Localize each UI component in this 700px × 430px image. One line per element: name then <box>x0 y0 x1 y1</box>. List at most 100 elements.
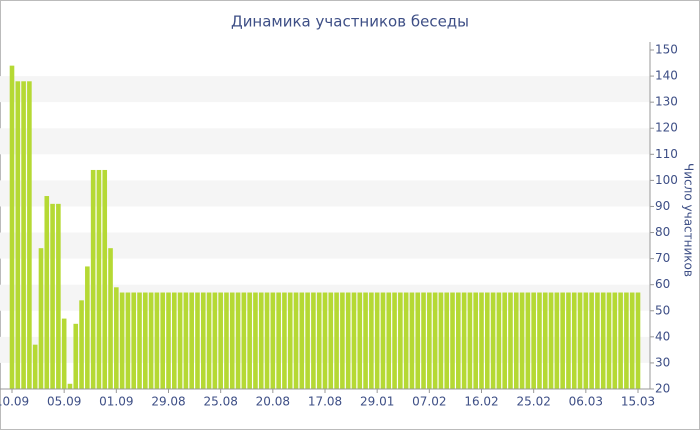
bar <box>32 344 38 389</box>
bar <box>415 292 421 389</box>
bar <box>612 292 618 389</box>
y-tick-label: 30 <box>655 355 670 369</box>
bar <box>119 292 125 389</box>
x-tick-label: 25.08 <box>203 395 237 409</box>
bar <box>85 266 90 389</box>
bar <box>287 292 293 389</box>
bar <box>212 292 218 389</box>
y-tick-label: 120 <box>655 121 678 135</box>
bar <box>479 292 484 389</box>
bar <box>305 292 310 389</box>
bar <box>386 292 392 389</box>
bar <box>253 292 258 389</box>
bar <box>525 292 531 389</box>
bar <box>403 292 409 389</box>
bar <box>311 292 316 389</box>
bar <box>496 292 502 389</box>
bar <box>345 292 351 389</box>
x-tick-label: 15.03 <box>621 395 655 409</box>
y-tick-label: 70 <box>655 251 670 265</box>
bar <box>554 292 560 389</box>
bar <box>200 292 206 389</box>
bar <box>374 292 380 389</box>
bar <box>595 292 600 389</box>
bar <box>560 292 565 389</box>
bar <box>357 292 363 389</box>
bar <box>125 292 131 389</box>
x-tick-label: 29.01 <box>360 395 394 409</box>
y-tick-label: 90 <box>655 199 670 213</box>
bar <box>542 292 548 389</box>
bar <box>160 292 166 389</box>
bar <box>183 292 189 389</box>
grid-band <box>0 76 650 103</box>
bar <box>189 292 194 389</box>
bar <box>38 248 44 389</box>
bar <box>264 292 270 389</box>
bar <box>316 292 322 389</box>
bar <box>432 292 438 389</box>
bar <box>328 292 334 389</box>
bar <box>50 203 55 389</box>
bar <box>583 292 589 389</box>
bar <box>27 81 32 390</box>
bar <box>21 81 26 390</box>
y-tick-label: 130 <box>655 95 678 109</box>
bar <box>502 292 507 389</box>
bar <box>131 292 137 389</box>
bar <box>67 383 73 389</box>
bar <box>258 292 264 389</box>
bar <box>589 292 594 389</box>
bar <box>299 292 305 389</box>
bar <box>108 248 113 389</box>
bar <box>340 292 345 389</box>
bar <box>566 292 571 389</box>
bar <box>629 292 635 389</box>
bar <box>450 292 455 389</box>
bar <box>490 292 496 389</box>
x-tick-label: 06.03 <box>569 395 603 409</box>
bar <box>206 292 212 389</box>
chart-title: Динамика участников беседы <box>231 13 469 31</box>
bar <box>513 292 519 389</box>
bar <box>177 292 183 389</box>
bar <box>79 300 84 389</box>
bar <box>334 292 339 389</box>
x-tick-label: 10.09 <box>0 395 29 409</box>
bar <box>427 292 432 389</box>
bar <box>322 292 328 389</box>
bar <box>229 292 235 389</box>
y-tick-label: 50 <box>655 303 670 317</box>
bar <box>56 203 61 389</box>
bar <box>363 292 368 389</box>
bar <box>148 292 154 389</box>
y-axis-label: Число участников <box>682 163 696 277</box>
bar <box>247 292 252 389</box>
y-tick-label: 60 <box>655 277 670 291</box>
bar <box>456 292 461 389</box>
bar <box>44 196 50 389</box>
bar <box>137 292 142 389</box>
bar <box>467 292 473 389</box>
bar <box>369 292 374 389</box>
bar <box>143 292 148 389</box>
bar <box>624 292 629 389</box>
bar <box>218 292 223 389</box>
grid-band <box>0 128 650 155</box>
bar <box>166 292 171 389</box>
bar <box>154 292 160 389</box>
y-tick-label: 80 <box>655 225 670 239</box>
y-tick-label: 100 <box>655 173 678 187</box>
y-tick-label: 150 <box>655 43 678 57</box>
bar <box>438 292 444 389</box>
y-tick-label: 40 <box>655 329 670 343</box>
bar <box>351 292 357 389</box>
bar <box>15 81 21 390</box>
x-tick-label: 20.08 <box>256 395 290 409</box>
x-tick-label: 05.09 <box>47 395 81 409</box>
bar <box>421 292 426 389</box>
bar <box>235 292 241 389</box>
bar <box>484 292 490 389</box>
x-tick-label: 01.09 <box>99 395 133 409</box>
